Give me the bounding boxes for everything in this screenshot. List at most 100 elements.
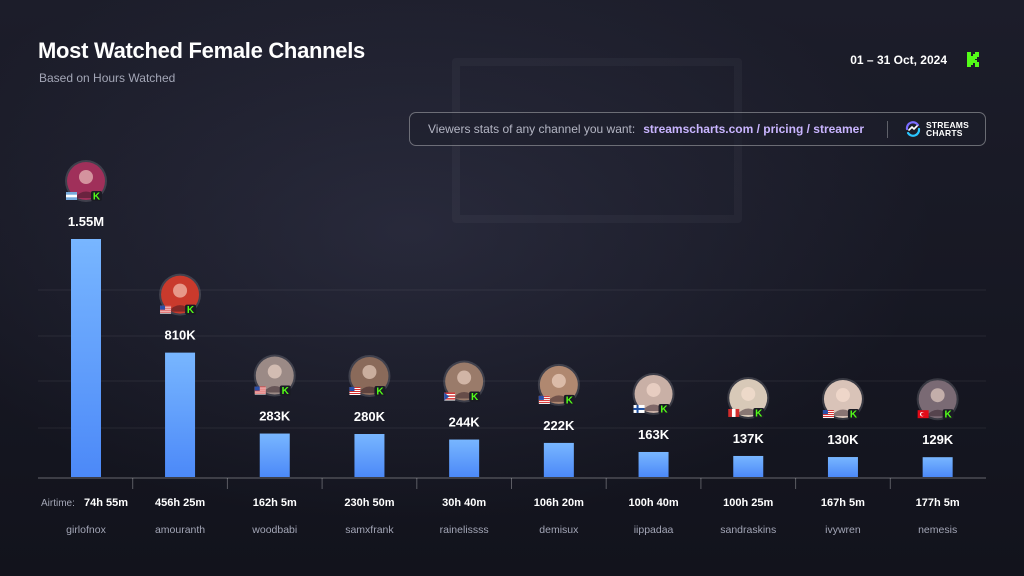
flag-canton: [538, 395, 544, 400]
value-label: 163K: [638, 427, 670, 442]
channel-name: girlofnox: [66, 524, 106, 536]
flag-canton: [349, 387, 355, 392]
bar-girlofnox: [71, 239, 101, 477]
avatar-demisux: K: [537, 363, 580, 406]
kick-badge-k: K: [471, 392, 479, 403]
value-label: 283K: [259, 409, 291, 424]
kick-badge: [753, 407, 765, 418]
flag-stripe: [444, 398, 456, 400]
airtime-value: 456h 25m: [155, 497, 205, 509]
flag-crescent: [921, 412, 925, 416]
avatar-face: [79, 170, 93, 184]
promo-banner[interactable]: Viewers stats of any channel you want: s…: [409, 112, 986, 146]
flag-stripe: [444, 395, 456, 397]
bar-woodbabi: [259, 433, 290, 477]
kick-badge-k: K: [945, 410, 953, 421]
kick-badge-k: K: [660, 404, 668, 415]
channel-name: amouranth: [155, 524, 205, 536]
value-label: 244K: [449, 415, 481, 430]
kick-badge: [469, 391, 481, 402]
flag-stripe: [538, 401, 550, 403]
page-subtitle: Based on Hours Watched: [39, 71, 176, 85]
page-title: Most Watched Female Channels: [38, 38, 365, 63]
channel-name: sandraskins: [720, 524, 776, 536]
kick-icon: [967, 52, 979, 67]
streams-charts-logo[interactable]: STREAMS CHARTS: [904, 120, 969, 138]
value-label: 1.55M: [68, 214, 104, 229]
flag-stripe: [731, 408, 736, 417]
avatar-woodbabi: K: [253, 354, 296, 397]
channel-name: nemesis: [918, 524, 957, 536]
flag-stripe: [349, 391, 361, 393]
airtime-label: Airtime:: [41, 498, 75, 509]
bar-nemesis: [922, 457, 953, 477]
brand-line-2: CHARTS: [926, 128, 963, 138]
flag-canton: [160, 305, 166, 310]
flag-stripe: [538, 395, 550, 397]
kick-badge: [374, 386, 386, 397]
promo-link[interactable]: streamscharts.com / pricing / streamer: [643, 122, 864, 136]
avatar-rainelissss: K: [443, 360, 486, 403]
value-label: 137K: [733, 431, 765, 446]
flag-triangle: [444, 392, 450, 401]
value-label: 222K: [543, 418, 575, 433]
airtime-value: 167h 5m: [821, 497, 865, 509]
flag-stripe: [444, 392, 456, 394]
value-label: 810K: [165, 328, 197, 343]
flag-stripe: [66, 192, 77, 195]
streams-charts-wordmark: STREAMS CHARTS: [926, 120, 969, 138]
flag-stripe: [160, 305, 172, 307]
flag-stripe: [822, 412, 834, 414]
airtime-value: 74h 55m: [84, 497, 128, 509]
kick-badge-k: K: [282, 386, 290, 397]
avatar-face: [173, 283, 188, 298]
kick-badge: [563, 394, 575, 405]
flag-canton: [822, 410, 828, 415]
value-label: 130K: [827, 432, 859, 447]
channel-name: demisux: [539, 524, 579, 536]
airtime-value: 100h 25m: [723, 497, 773, 509]
flag-stripe: [538, 399, 550, 401]
bar-samxfrank: [354, 434, 385, 477]
flag-bg: [66, 192, 77, 200]
airtime-value: 162h 5m: [253, 497, 297, 509]
kick-badge: [91, 191, 102, 201]
bar-rainelissss: [449, 439, 480, 477]
flag-stripe: [822, 416, 834, 418]
airtime-value: 30h 40m: [442, 497, 486, 509]
flag-stripe: [66, 197, 77, 200]
avatar-sandraskins: K: [727, 376, 770, 419]
flag-stripe: [254, 388, 266, 390]
streams-charts-icon: [905, 121, 921, 137]
avatar-girlofnox: K: [65, 160, 107, 203]
flag-cross: [633, 407, 645, 410]
kick-badge-k: K: [850, 410, 858, 421]
flag-stripe: [822, 414, 834, 416]
kick-badge: [847, 409, 859, 420]
promo-text: Viewers stats of any channel you want:: [428, 122, 636, 136]
bar-ivywren: [827, 457, 858, 477]
flag-stripe: [254, 386, 266, 388]
avatar-iippadaa: K: [632, 372, 675, 415]
flag-stripe: [349, 393, 361, 395]
flag-stripe: [822, 410, 834, 412]
channel-name: samxfrank: [345, 524, 394, 536]
channel-name: ivywren: [825, 524, 861, 536]
bar-amouranth: [165, 352, 196, 477]
bar-sandraskins: [733, 455, 764, 477]
bar-iippadaa: [638, 451, 669, 477]
channel-name: woodbabi: [251, 524, 297, 536]
flag-stripe: [254, 390, 266, 392]
channel-name: iippadaa: [634, 524, 674, 536]
flag-stripe: [538, 397, 550, 399]
avatar-samxfrank: K: [348, 355, 391, 398]
flag-stripe: [349, 389, 361, 391]
avatar-face: [551, 373, 566, 388]
flag-stripe: [254, 392, 266, 394]
value-label: 129K: [922, 432, 954, 447]
airtime-value: 177h 5m: [916, 497, 960, 509]
airtime-value: 106h 20m: [534, 497, 584, 509]
kick-badge-k: K: [93, 192, 101, 203]
channel-name: rainelissss: [440, 524, 489, 536]
